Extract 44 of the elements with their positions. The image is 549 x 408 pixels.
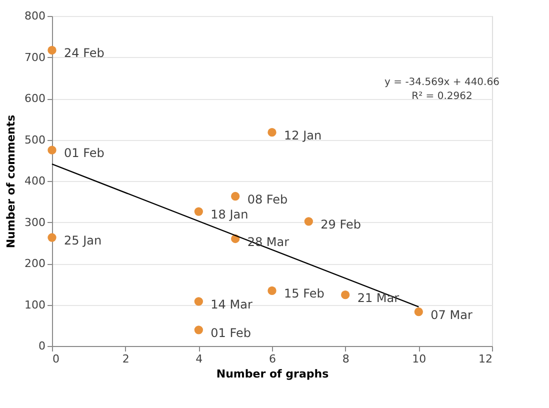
x-axis-title: Number of graphs: [216, 368, 330, 380]
annotation: 07 Mar: [430, 308, 472, 322]
x-tick-label: 4: [196, 352, 203, 366]
y-tick-label: 800: [24, 10, 46, 22]
point: [194, 326, 203, 334]
annotation: 08 Feb: [247, 192, 288, 206]
annotation: 01 Feb: [210, 326, 252, 340]
annotation: 01 Feb: [64, 146, 104, 160]
point: [48, 46, 56, 55]
x-tick-label: 12: [478, 352, 492, 366]
point: [48, 233, 56, 242]
y-tick-label: 600: [24, 92, 46, 105]
y-tick-label: 700: [24, 50, 46, 64]
y-axis-title: Number of comments: [4, 114, 18, 248]
annotation: 12 Jan: [284, 128, 322, 142]
x-tick-label: 2: [122, 352, 130, 366]
point: [341, 290, 350, 300]
point: [304, 217, 313, 226]
annotation: 29 Feb: [320, 217, 362, 232]
y-tick-label: 300: [24, 216, 46, 229]
point: [194, 297, 203, 306]
point: [48, 146, 56, 154]
y-tick-label: 0: [38, 340, 46, 352]
y-tick-label: 500: [24, 133, 46, 146]
annotation: 21 Mar: [357, 290, 400, 305]
annotation: 14 Mar: [210, 297, 252, 312]
x-tick-label: 0: [52, 352, 60, 366]
point: [268, 128, 276, 137]
annotation: 18 Jan: [210, 208, 248, 222]
y-tick-label: 200: [24, 257, 46, 270]
y-tick-label: 100: [24, 298, 46, 312]
x-tick-label: 8: [342, 352, 350, 366]
annotation: 24 Feb: [64, 46, 104, 60]
annotation: R² = 0.2962: [412, 91, 472, 102]
annotation: 15 Feb: [284, 286, 324, 301]
point: [268, 286, 276, 296]
annotation: y = -34.569x + 440.66: [384, 77, 500, 88]
y-tick-label: 400: [24, 174, 46, 188]
point: [414, 307, 423, 316]
x-tick-label: 6: [269, 352, 276, 366]
annotation: 25 Jan: [64, 234, 102, 248]
point: [194, 207, 203, 216]
point: [231, 192, 240, 201]
x-tick-label: 10: [412, 352, 426, 366]
